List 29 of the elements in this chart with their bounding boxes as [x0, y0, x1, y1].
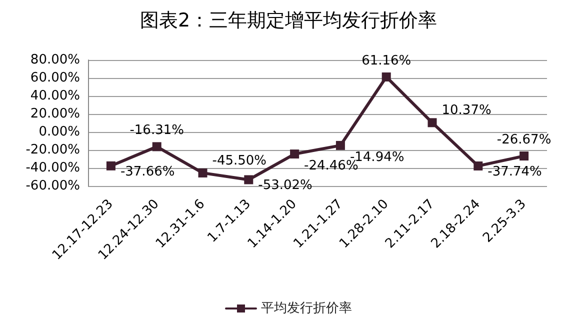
data-label: -37.74% — [488, 164, 542, 180]
point — [152, 142, 162, 152]
y-tick-label: 80.00% — [30, 52, 80, 68]
data-label: -37.66% — [120, 164, 175, 180]
point — [336, 140, 345, 150]
point — [382, 72, 391, 82]
y-tick-label: 0.00% — [38, 124, 80, 140]
point — [428, 118, 437, 128]
point — [474, 161, 483, 170]
y-tick-label: -40.00% — [26, 160, 80, 176]
data-label: 61.16% — [362, 53, 412, 68]
point — [106, 161, 116, 170]
data-label: -53.02% — [258, 178, 312, 194]
y-tick-label: 40.00% — [30, 88, 80, 104]
y-tick-label: 20.00% — [30, 106, 80, 122]
legend-label: 平均发行折价率 — [261, 300, 352, 316]
point — [244, 175, 254, 184]
data-label: 10.37% — [442, 103, 492, 118]
data-label: -26.67% — [496, 132, 552, 148]
point — [290, 150, 300, 159]
data-label: -45.50% — [212, 153, 267, 168]
y-tick-label: -20.00% — [26, 142, 80, 158]
data-label: -24.46% — [304, 158, 358, 174]
y-tick-label: 60.00% — [30, 70, 80, 86]
point — [198, 168, 208, 178]
chart-title: 图表2：三年期定增平均发行折价率 — [140, 10, 438, 32]
data-label: -16.31% — [130, 123, 184, 138]
y-tick-label: -60.00% — [26, 178, 80, 194]
point — [520, 152, 529, 161]
